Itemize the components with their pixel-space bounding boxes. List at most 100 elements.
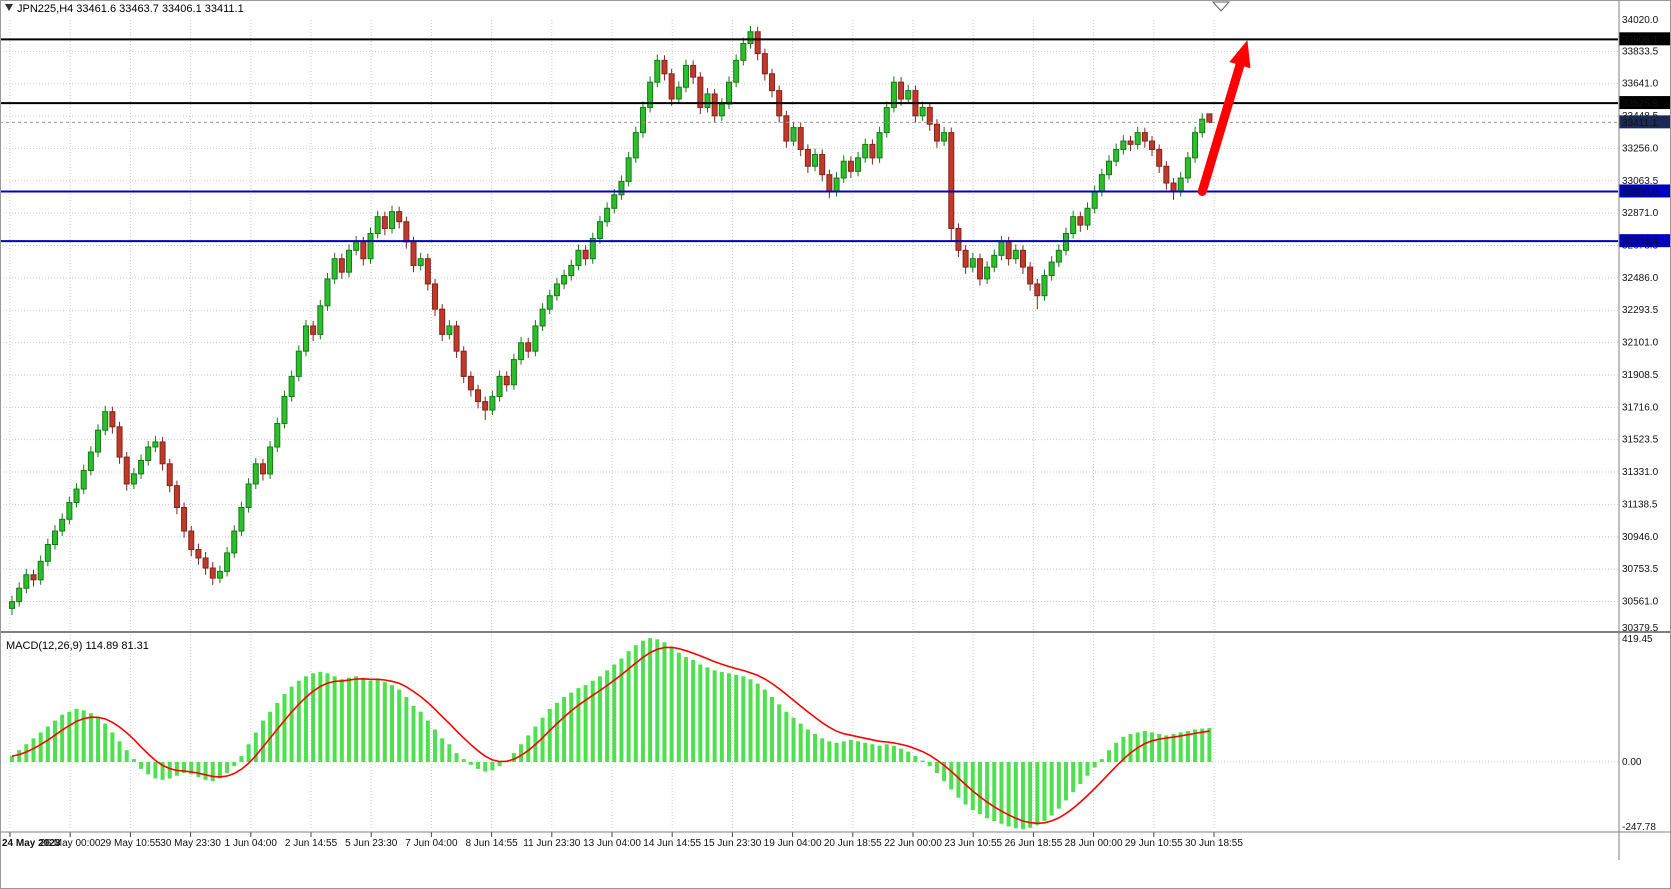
candle-body <box>553 283 560 297</box>
x-axis-label: 2 Jun 14:55 <box>285 838 338 849</box>
macd-histogram-bar <box>96 717 101 762</box>
macd-histogram-bar <box>1185 730 1190 762</box>
candle-body <box>1170 182 1177 192</box>
macd-histogram-bar <box>755 683 760 762</box>
symbol-triangle-icon <box>5 4 13 11</box>
candle-body <box>44 543 51 562</box>
candle-body <box>933 123 940 142</box>
macd-histogram-bar <box>1042 762 1047 822</box>
trend-arrow-head[interactable] <box>1229 40 1251 69</box>
candle-body <box>1106 160 1113 176</box>
macd-histogram-bar <box>1035 762 1040 826</box>
candle-body <box>697 76 704 108</box>
candle-body <box>439 308 446 335</box>
macd-histogram-bar <box>346 677 351 762</box>
macd-histogram-bar <box>820 738 825 762</box>
y-axis-badge <box>1619 115 1670 129</box>
candle-body <box>976 258 983 280</box>
macd-histogram-bar <box>447 744 452 762</box>
candle-body <box>310 325 317 335</box>
y-axis-badge <box>1619 96 1670 110</box>
candle-body <box>754 31 761 55</box>
macd-histogram-bar <box>691 660 696 762</box>
macd-histogram-bar <box>425 720 430 762</box>
macd-histogram-bar <box>770 696 775 762</box>
macd-histogram-bar <box>1028 762 1033 828</box>
candle-body <box>969 258 976 268</box>
macd-histogram-bar <box>712 670 717 762</box>
macd-histogram-bar <box>1142 730 1147 762</box>
macd-histogram-bar <box>949 762 954 790</box>
macd-histogram-bar <box>547 708 552 762</box>
candle-body <box>718 103 725 117</box>
y-axis-badge-label: 32704.4 <box>1622 237 1659 248</box>
macd-histogram-bar <box>999 762 1004 824</box>
macd-histogram-bar <box>612 664 617 762</box>
candle-body <box>1120 140 1127 150</box>
x-axis-label: 14 Jun 14:55 <box>643 838 701 849</box>
candle-body <box>991 254 998 268</box>
candle-body <box>819 153 826 176</box>
candle-body <box>962 249 969 268</box>
annotation-layer[interactable] <box>1197 40 1251 196</box>
macd-axis-label: -247.78 <box>1622 822 1656 833</box>
macd-histogram-bar <box>67 711 72 762</box>
macd-histogram-bar <box>490 762 495 771</box>
macd-histogram-bar <box>110 732 115 762</box>
macd-histogram-bar <box>260 720 265 762</box>
trend-arrow-shaft[interactable] <box>1197 60 1245 196</box>
macd-histogram-bar <box>1092 762 1097 768</box>
candle-body <box>475 389 482 403</box>
candle-body <box>95 429 102 453</box>
macd-histogram-bar <box>88 713 93 762</box>
candle-body <box>424 258 431 285</box>
candle-body <box>919 106 926 117</box>
macd-histogram-bar <box>834 742 839 762</box>
candle-body <box>704 93 711 108</box>
macd-histogram-bar <box>554 702 559 762</box>
macd-histogram-bar <box>468 762 473 765</box>
candle-body <box>138 459 145 475</box>
candle-body <box>525 342 532 352</box>
macd-histogram-bar <box>232 762 237 767</box>
macd-histogram-bar <box>777 704 782 762</box>
candle-body <box>769 73 776 92</box>
x-axis-label: 28 Jun 00:00 <box>1065 838 1123 849</box>
candle-body <box>396 211 403 223</box>
macd-histogram-bar <box>605 670 610 762</box>
candle-body <box>80 470 87 490</box>
candle-body <box>625 157 632 182</box>
candle-body <box>259 463 266 475</box>
candle-body <box>267 446 274 475</box>
macd-histogram-bar <box>1114 742 1119 762</box>
macd-histogram-bar <box>1200 728 1205 762</box>
macd-histogram-bar <box>81 710 86 762</box>
candle-body <box>998 241 1005 256</box>
macd-histogram-bar <box>433 729 438 762</box>
y-axis-max-label: 34020.0 <box>1622 15 1659 26</box>
levels-layer[interactable] <box>0 38 1618 243</box>
candle-body <box>231 530 238 554</box>
candle-body <box>682 64 689 88</box>
y-axis-badge <box>1619 184 1670 198</box>
candle-body <box>467 375 474 391</box>
macd-histogram-bar <box>662 642 667 762</box>
macd-histogram-bar <box>1107 750 1112 762</box>
candle-body <box>647 81 654 108</box>
macd-histogram-bar <box>648 638 653 762</box>
candle-body <box>9 601 15 609</box>
x-axis-label: 29 Jun 10:55 <box>1125 838 1183 849</box>
candle-body <box>188 530 195 551</box>
candle-body <box>1113 148 1120 162</box>
candle-body <box>711 93 718 117</box>
candle-body <box>1005 241 1012 260</box>
macd-histogram-bar <box>891 745 896 762</box>
macd-histogram-bar <box>483 762 488 772</box>
y-axis-label: 32101.0 <box>1622 338 1659 349</box>
macd-histogram-bar <box>705 667 710 762</box>
candle-body <box>546 295 553 310</box>
candle-body <box>618 180 625 196</box>
macd-histogram-bar <box>189 762 194 775</box>
